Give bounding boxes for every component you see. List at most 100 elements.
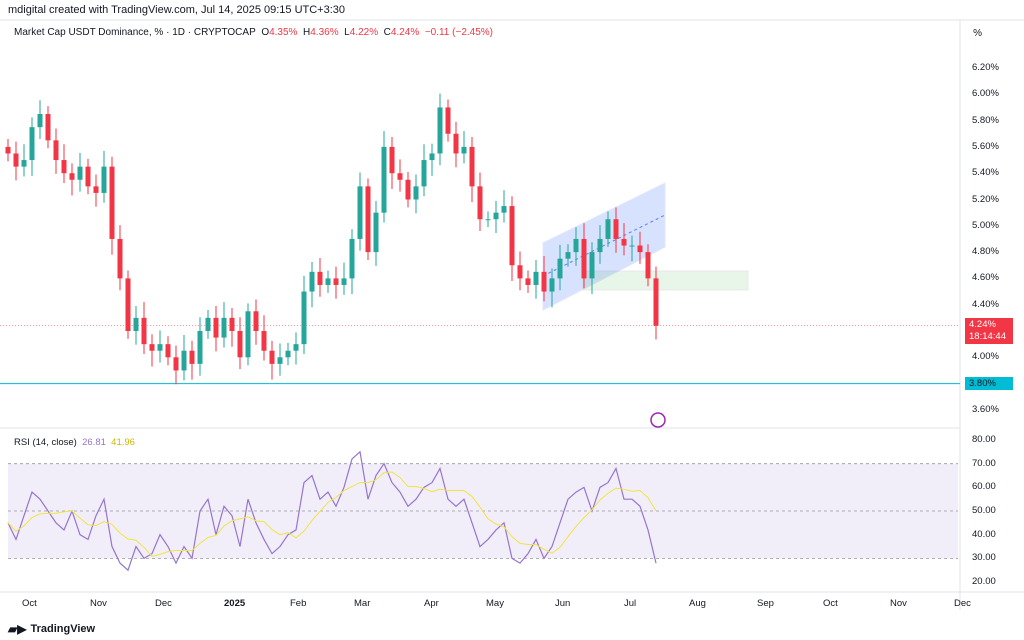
candle bbox=[461, 146, 467, 154]
rsi-tick: 80.00 bbox=[972, 434, 996, 445]
candle bbox=[565, 252, 571, 259]
low-label: L bbox=[344, 27, 350, 38]
rsi-ma-value: 41.96 bbox=[111, 437, 135, 448]
rsi-label[interactable]: RSI (14, close) bbox=[14, 437, 77, 448]
candle bbox=[53, 140, 59, 161]
close-value: 4.24% bbox=[390, 27, 420, 38]
candle bbox=[597, 238, 603, 253]
price-tick: 5.40% bbox=[972, 167, 999, 179]
event-flash-icon bbox=[650, 412, 666, 428]
candle bbox=[517, 265, 523, 279]
time-tick: Dec bbox=[954, 598, 971, 609]
candle bbox=[269, 350, 275, 364]
candle bbox=[181, 350, 187, 371]
high-value: 4.36% bbox=[310, 27, 339, 38]
candle bbox=[197, 331, 203, 364]
candle bbox=[37, 114, 43, 128]
candle bbox=[573, 238, 579, 253]
time-tick: Nov bbox=[90, 598, 107, 609]
candle bbox=[141, 317, 147, 345]
rsi-value: 26.81 bbox=[82, 437, 106, 448]
candle bbox=[557, 258, 563, 279]
candle bbox=[501, 206, 507, 213]
rsi-tick: 20.00 bbox=[972, 576, 996, 588]
brand-name: TradingView bbox=[30, 623, 96, 635]
candle bbox=[485, 219, 491, 221]
tradingview-logo: ▰▶ TradingView bbox=[8, 622, 95, 636]
price-tick: 5.60% bbox=[972, 140, 999, 152]
candle bbox=[101, 166, 107, 193]
level-tag: 3.80% bbox=[965, 377, 1013, 390]
open-label: O bbox=[261, 27, 270, 38]
candle bbox=[29, 127, 35, 161]
candle bbox=[93, 186, 99, 193]
candle bbox=[341, 278, 347, 285]
candle bbox=[637, 245, 643, 253]
parallel-channel bbox=[542, 182, 666, 311]
price-tick: 4.00% bbox=[972, 351, 999, 363]
logo-icon: ▰▶ bbox=[8, 622, 27, 636]
candle bbox=[61, 160, 67, 174]
rsi-tick: 50.00 bbox=[972, 505, 996, 516]
candle bbox=[245, 311, 251, 358]
rsi-tick: 40.00 bbox=[972, 528, 996, 540]
high-label: H bbox=[303, 27, 311, 38]
candle bbox=[213, 317, 219, 338]
candle bbox=[165, 344, 171, 358]
candle bbox=[133, 317, 139, 331]
candle bbox=[229, 317, 235, 331]
candle bbox=[645, 252, 651, 279]
candle bbox=[125, 278, 131, 331]
candle bbox=[653, 278, 659, 326]
candle bbox=[237, 331, 243, 358]
time-tick: Sep bbox=[757, 598, 774, 609]
candle bbox=[405, 179, 411, 200]
rsi-tick: 30.00 bbox=[972, 552, 996, 564]
candle bbox=[205, 317, 211, 331]
candle bbox=[333, 278, 339, 285]
candle bbox=[85, 166, 91, 187]
price-tick: 6.00% bbox=[972, 88, 999, 100]
time-tick: Dec bbox=[155, 598, 172, 609]
candle bbox=[21, 160, 27, 167]
candle bbox=[397, 173, 403, 180]
candle bbox=[589, 252, 595, 279]
change-value: −0.11 (−2.45%) bbox=[424, 27, 494, 38]
time-tick: May bbox=[486, 598, 504, 609]
candle bbox=[365, 186, 371, 253]
price-tick: 5.00% bbox=[972, 219, 999, 231]
candle bbox=[621, 238, 627, 246]
symbol-title[interactable]: Market Cap USDT Dominance, % · 1D · CRYP… bbox=[14, 27, 256, 38]
price-tick: 4.80% bbox=[972, 246, 999, 258]
candle bbox=[301, 291, 307, 345]
candle bbox=[477, 186, 483, 220]
candle bbox=[277, 357, 283, 364]
candle bbox=[437, 107, 443, 154]
price-tick: 4.40% bbox=[972, 298, 999, 310]
time-tick: Jun bbox=[555, 598, 571, 609]
candle bbox=[509, 206, 515, 266]
candle bbox=[189, 350, 195, 364]
candle bbox=[525, 278, 531, 285]
time-tick: Mar bbox=[354, 598, 371, 609]
candle bbox=[429, 153, 435, 161]
time-tick: Apr bbox=[424, 598, 439, 609]
candle bbox=[221, 317, 227, 338]
candle bbox=[381, 146, 387, 213]
time-tick: Feb bbox=[290, 598, 307, 609]
candle bbox=[317, 271, 323, 285]
rsi-tick: 60.00 bbox=[972, 481, 996, 493]
candle bbox=[613, 219, 619, 239]
candle bbox=[445, 107, 451, 134]
candle bbox=[309, 271, 315, 292]
price-tick: 4.60% bbox=[972, 272, 999, 284]
candle bbox=[541, 271, 547, 292]
candle bbox=[549, 278, 555, 292]
candle bbox=[157, 344, 163, 351]
support-zone-box bbox=[582, 270, 749, 291]
chart-credit: mdigital created with TradingView.com, J… bbox=[8, 4, 346, 16]
candle bbox=[349, 238, 355, 279]
scale-mode-button[interactable]: % bbox=[973, 28, 982, 39]
candle bbox=[581, 238, 587, 279]
